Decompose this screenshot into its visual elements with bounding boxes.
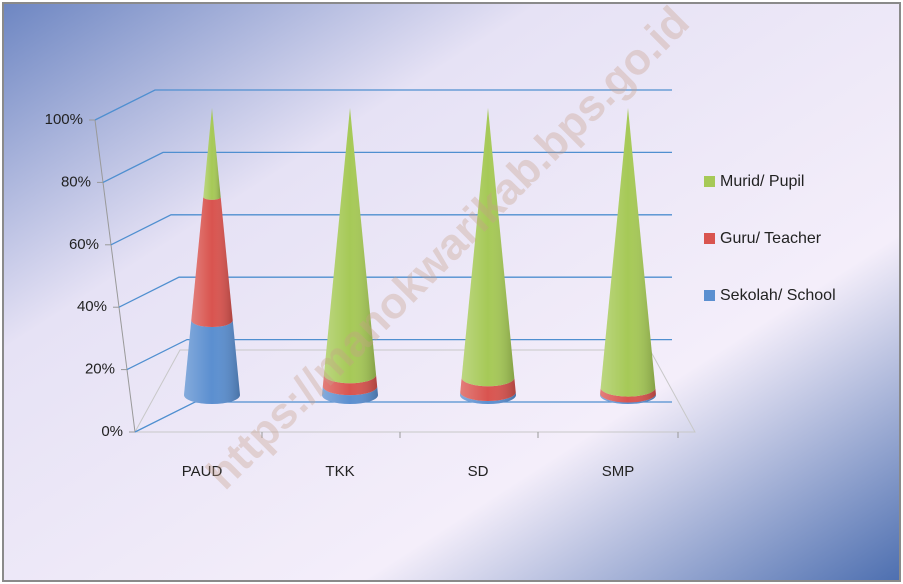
legend-swatch — [704, 233, 715, 244]
y-tick-label: 100% — [45, 111, 83, 128]
y-tick-label: 0% — [101, 423, 123, 440]
cone-shade — [461, 108, 515, 387]
cone-shade — [191, 196, 233, 328]
cone-shade — [322, 386, 378, 404]
legend-label: Sekolah/ School — [720, 287, 836, 304]
y-tick-label: 80% — [61, 173, 91, 190]
y-tick-label: 40% — [77, 298, 107, 315]
cone-shade — [600, 387, 656, 403]
cone-shade — [460, 392, 516, 404]
x-tick-label: SD — [468, 463, 489, 480]
y-tick-label: 60% — [69, 236, 99, 253]
x-tick-label: SMP — [602, 463, 635, 480]
legend-label: Murid/ Pupil — [720, 173, 804, 190]
cone-shade — [203, 108, 221, 200]
y-tick-label: 20% — [85, 361, 115, 378]
cone-shade — [600, 393, 656, 404]
cone-shade — [323, 108, 377, 384]
grid-line — [102, 151, 672, 183]
grid-line — [118, 276, 672, 308]
grid-line — [94, 89, 672, 121]
cone-shade — [184, 320, 240, 404]
cone-shade — [322, 374, 378, 396]
legend-label: Guru/ Teacher — [720, 230, 822, 247]
cone-shade — [460, 377, 516, 402]
legend-swatch — [704, 290, 715, 301]
cone-shade — [600, 108, 656, 397]
x-tick-label: PAUD — [182, 463, 223, 480]
grid-line — [110, 214, 672, 246]
legend-swatch — [704, 176, 715, 187]
x-tick-label: TKK — [325, 463, 354, 480]
axis — [94, 119, 136, 433]
